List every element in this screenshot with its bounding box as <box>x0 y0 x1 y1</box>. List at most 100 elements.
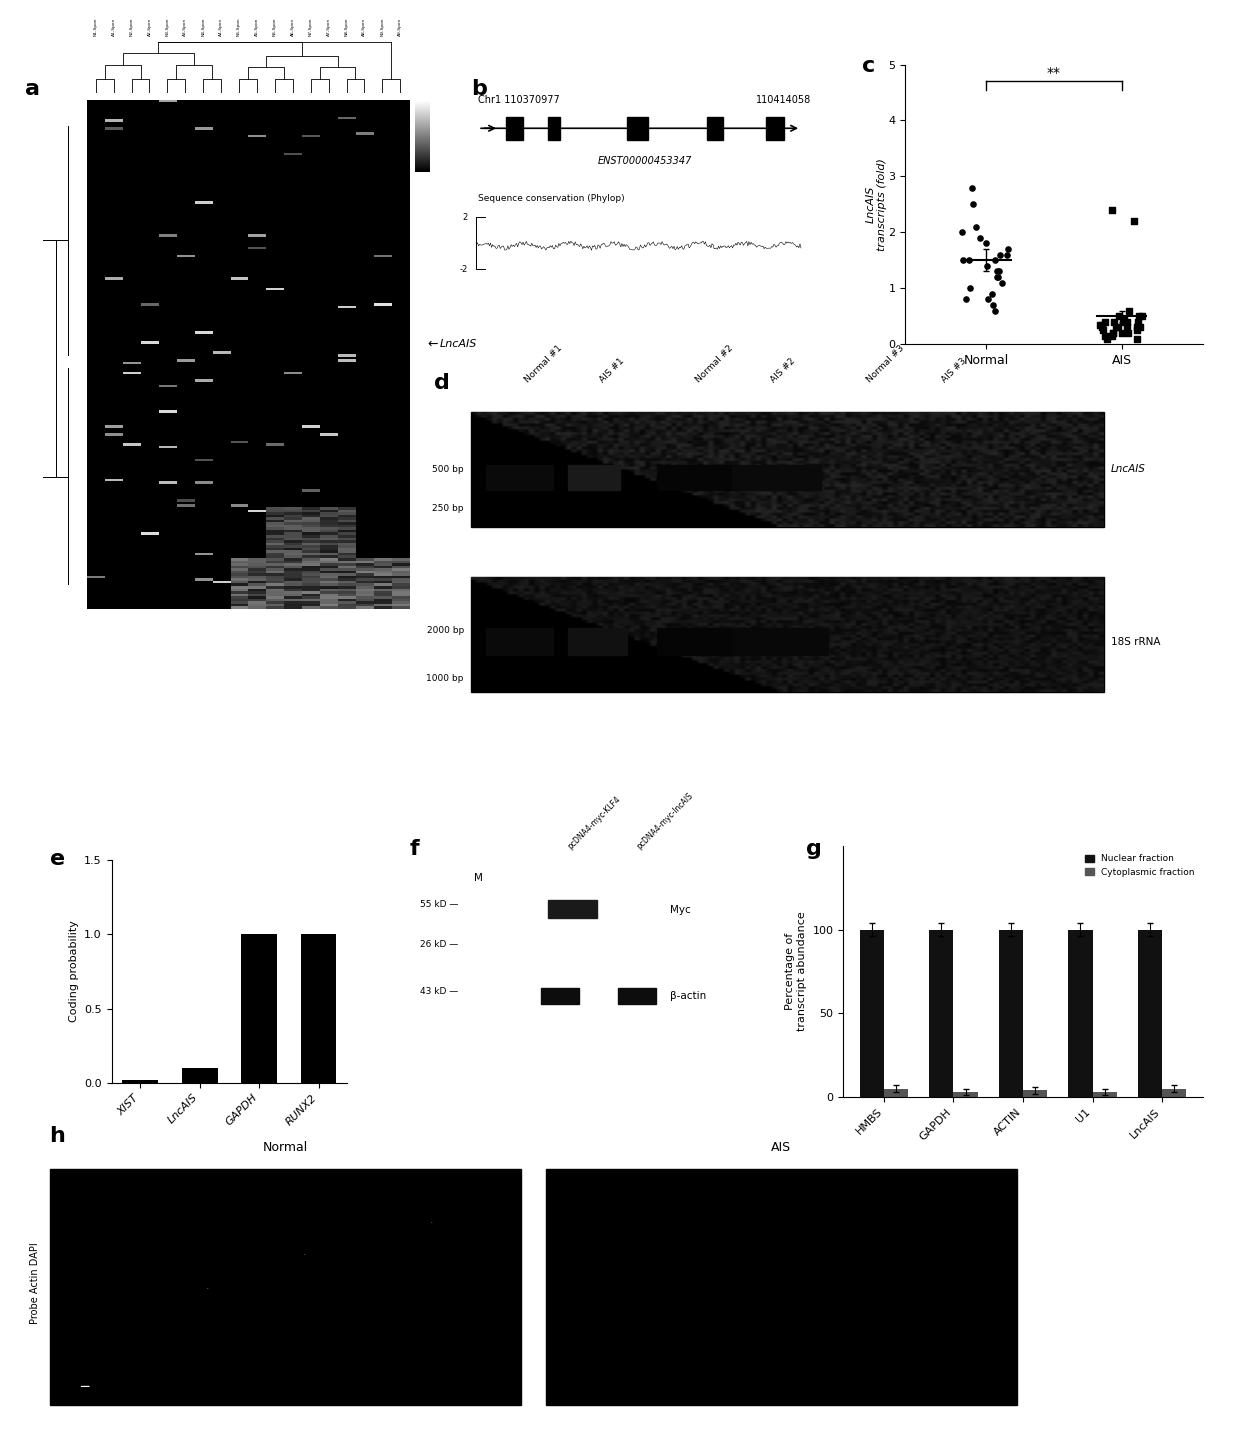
Point <box>978 288 998 311</box>
Text: Normal #2: Normal #2 <box>694 344 735 384</box>
Point <box>960 277 980 300</box>
Text: AIS: AIS <box>771 1141 791 1154</box>
Bar <box>929 929 954 1097</box>
Text: A6-Spon: A6-Spon <box>290 17 295 36</box>
Text: a: a <box>25 79 40 99</box>
Point <box>982 282 1002 305</box>
Text: Chr1 110370977: Chr1 110370977 <box>479 95 560 105</box>
Text: A5-Spon: A5-Spon <box>255 17 259 36</box>
Bar <box>123 1080 157 1083</box>
Point <box>966 215 986 238</box>
Bar <box>657 628 746 655</box>
Bar <box>1092 1093 1117 1097</box>
Text: ·: · <box>430 1220 433 1225</box>
Bar <box>242 935 277 1083</box>
Text: 110414058: 110414058 <box>756 95 811 105</box>
Text: A9-Spon: A9-Spon <box>398 17 402 36</box>
Text: h: h <box>50 1126 66 1146</box>
Text: 43 kD —: 43 kD — <box>419 988 458 997</box>
Point <box>1117 315 1137 338</box>
Point <box>1130 305 1149 328</box>
Point <box>1127 327 1147 350</box>
Point <box>1109 305 1128 328</box>
Point <box>1132 305 1152 328</box>
Bar <box>506 116 523 141</box>
Bar <box>182 1068 217 1083</box>
Bar <box>548 116 559 141</box>
Legend: Nuclear fraction, Cytoplasmic fraction: Nuclear fraction, Cytoplasmic fraction <box>1081 850 1198 880</box>
Point <box>952 221 972 244</box>
Point <box>988 265 1008 288</box>
Text: b: b <box>471 79 487 99</box>
Text: 500 bp: 500 bp <box>432 465 464 475</box>
Text: c: c <box>862 56 875 76</box>
Bar <box>486 465 553 490</box>
Text: β-actin: β-actin <box>670 991 706 1001</box>
Point <box>992 271 1012 294</box>
Bar <box>301 935 336 1083</box>
Point <box>1102 198 1122 221</box>
Text: 250 bp: 250 bp <box>433 503 464 513</box>
Text: A8-Spon: A8-Spon <box>362 17 367 36</box>
Point <box>1091 315 1111 338</box>
Text: AIS #1: AIS #1 <box>598 357 626 384</box>
Text: M: M <box>474 873 484 883</box>
Point <box>1104 321 1123 344</box>
Text: Normal: Normal <box>263 1141 308 1154</box>
Point <box>1118 321 1138 344</box>
Bar <box>657 465 739 490</box>
Bar <box>568 465 620 490</box>
Text: ·: · <box>304 1252 305 1258</box>
Bar <box>732 465 821 490</box>
Text: 1000 bp: 1000 bp <box>427 674 464 683</box>
Text: LncAIS: LncAIS <box>1111 465 1146 475</box>
Point <box>985 300 1004 323</box>
Text: N9-Spon: N9-Spon <box>381 17 384 36</box>
Text: A1-Spon: A1-Spon <box>112 17 115 36</box>
Text: A2-Spon: A2-Spon <box>148 17 151 36</box>
Text: 2000 bp: 2000 bp <box>427 625 464 635</box>
Y-axis label: Percentage of
transcript abundance: Percentage of transcript abundance <box>785 912 807 1031</box>
Point <box>962 176 982 199</box>
Point <box>1095 324 1115 347</box>
Bar <box>627 116 649 141</box>
Text: 26 kD —: 26 kD — <box>419 939 458 949</box>
Bar <box>707 116 723 141</box>
Text: ENST00000453347: ENST00000453347 <box>598 156 692 166</box>
Point <box>959 250 978 272</box>
Point <box>1092 313 1112 336</box>
Text: Normal #3: Normal #3 <box>866 344 906 384</box>
Text: Sequence conservation (Phylop): Sequence conservation (Phylop) <box>479 194 625 204</box>
Bar <box>998 929 1023 1097</box>
Text: pcDNA4-myc-lncAIS: pcDNA4-myc-lncAIS <box>635 792 694 852</box>
Bar <box>471 578 1104 693</box>
Point <box>1118 300 1138 323</box>
Text: e: e <box>50 849 64 869</box>
Point <box>990 244 1009 267</box>
Point <box>977 254 997 277</box>
Point <box>1095 310 1115 333</box>
Point <box>956 288 976 311</box>
Text: N3-Spon: N3-Spon <box>165 17 170 36</box>
Text: ·: · <box>207 1286 208 1291</box>
Point <box>954 250 973 272</box>
Point <box>1127 318 1147 341</box>
Bar <box>1138 929 1162 1097</box>
Point <box>1117 310 1137 333</box>
Text: N4-Spon: N4-Spon <box>201 17 206 36</box>
Point <box>987 260 1007 282</box>
Point <box>970 227 990 250</box>
Point <box>1102 321 1122 344</box>
Y-axis label: Coding probability: Coding probability <box>68 921 78 1022</box>
Point <box>987 265 1007 288</box>
Point <box>1102 324 1122 347</box>
Text: N1-Spon: N1-Spon <box>94 17 98 36</box>
Point <box>1127 310 1147 333</box>
Bar <box>486 628 553 655</box>
Text: Probe Actin DAPI: Probe Actin DAPI <box>30 1242 40 1325</box>
Text: N6-Spon: N6-Spon <box>273 17 277 36</box>
Point <box>983 294 1003 317</box>
Bar <box>1068 929 1092 1097</box>
Bar <box>568 628 627 655</box>
Text: ─: ─ <box>81 1380 89 1394</box>
